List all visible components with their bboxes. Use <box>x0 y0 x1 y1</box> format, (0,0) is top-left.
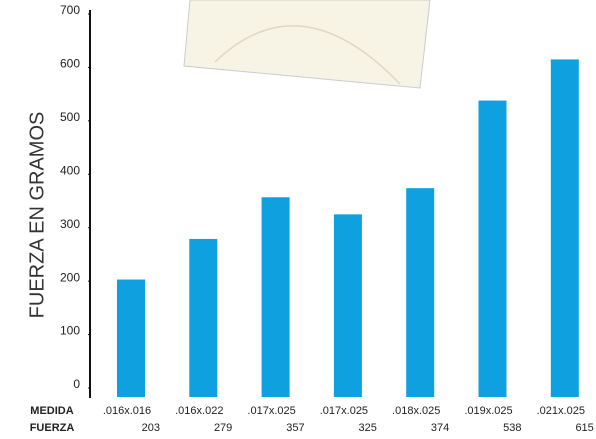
x-tick-label: .019x.025 <box>464 405 512 417</box>
bar <box>550 59 579 398</box>
value-cell: 538 <box>503 422 521 434</box>
envelope-decoration <box>183 0 431 89</box>
y-tick-label: 100 <box>60 324 80 338</box>
bar <box>406 188 435 397</box>
y-axis-label: FUERZA EN GRAMOS <box>26 112 48 319</box>
bar <box>261 197 290 397</box>
x-tick-label: .018x.025 <box>392 405 440 417</box>
row-label: MEDIDA <box>30 405 73 417</box>
y-tick-label: 0 <box>73 377 80 391</box>
y-tick-label: 700 <box>60 3 80 17</box>
x-tick-label: .017x.025 <box>247 405 295 417</box>
x-tick-label: .017x.025 <box>320 405 368 417</box>
row-label: FUERZA <box>30 422 75 434</box>
bar <box>478 100 507 397</box>
y-tick-label: 400 <box>60 163 80 177</box>
x-tick-label: .021x.025 <box>537 405 585 417</box>
bar <box>333 214 362 397</box>
value-cell: 357 <box>286 422 304 434</box>
value-cell: 325 <box>359 422 377 434</box>
value-cell: 203 <box>142 422 160 434</box>
value-cell: 279 <box>214 422 232 434</box>
bar <box>117 279 145 397</box>
y-tick-label: 500 <box>60 110 80 124</box>
value-cell: 615 <box>575 422 593 434</box>
x-tick-label: .016x.022 <box>175 405 223 417</box>
y-tick-label: 300 <box>60 217 80 231</box>
bar <box>189 238 218 397</box>
y-tick-label: 200 <box>60 270 80 284</box>
x-tick-label: .016x.016 <box>103 405 151 417</box>
value-cell: 374 <box>431 422 449 434</box>
y-tick-label: 600 <box>60 57 80 71</box>
